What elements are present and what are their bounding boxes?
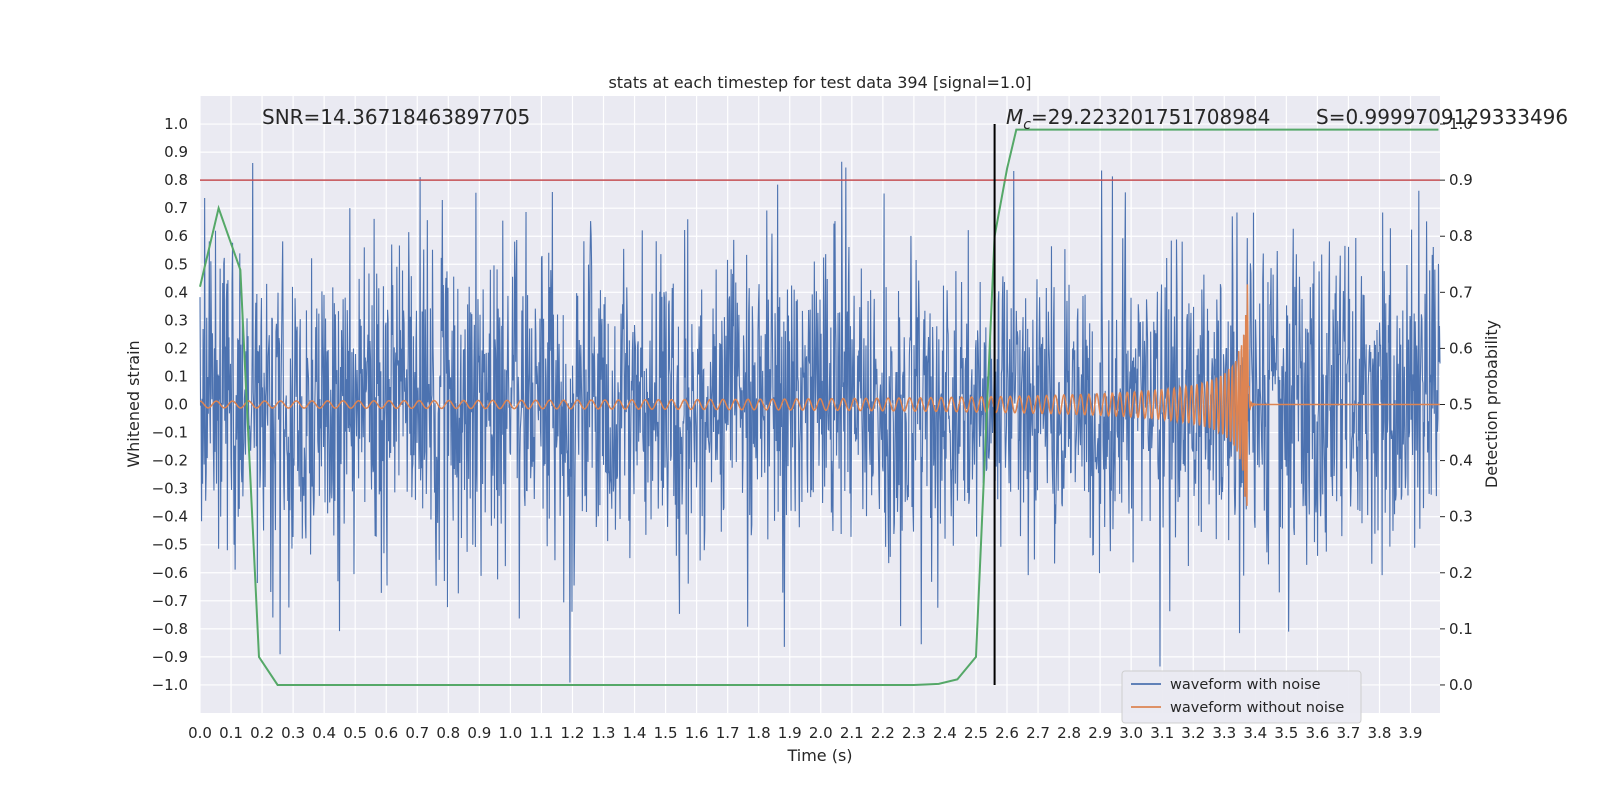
x-tick-label: 0.3: [281, 724, 305, 742]
y-tick-label: 0.3: [164, 311, 188, 329]
legend-label-clean: waveform without noise: [1170, 700, 1344, 716]
x-tick-label: 2.6: [995, 724, 1019, 742]
y2-tick-label: 0.9: [1449, 171, 1473, 189]
chirp-mass-value: =29.223201751708984: [1031, 105, 1270, 129]
y-axis-ticks: 1.0 0.9 0.8 0.7 0.6 0.5 0.4 0.3 0.2 0.1 0.0 −0.1 −0.…: [152, 115, 188, 694]
y-tick-label: −0.2: [152, 452, 188, 470]
x-tick-label: 2.8: [1057, 724, 1081, 742]
x-tick-label: 2.5: [964, 724, 988, 742]
chirp-mass-annotation: Mc=29.223201751708984: [1006, 105, 1270, 133]
x-tick-label: 2.2: [871, 724, 895, 742]
x-tick-label: 1.7: [716, 724, 740, 742]
x-tick-label: 2.4: [933, 724, 957, 742]
x-axis-label: Time (s): [786, 746, 852, 765]
y2-tick-label: 0.0: [1449, 676, 1473, 694]
x-tick-label: 1.2: [561, 724, 585, 742]
legend-box: [1121, 670, 1362, 724]
x-tick-label: 3.9: [1399, 724, 1423, 742]
y2-axis-label: Detection probability: [1482, 320, 1501, 488]
x-tick-label: 3.1: [1150, 724, 1174, 742]
y2-tick-label: 0.2: [1449, 564, 1473, 582]
x-tick-label: 3.4: [1243, 724, 1267, 742]
x-tick-label: 3.6: [1305, 724, 1329, 742]
y-tick-label: 0.4: [164, 283, 188, 301]
x-tick-label: 0.6: [374, 724, 398, 742]
x-tick-label: 0.8: [436, 724, 460, 742]
y2-tick-label: 0.6: [1449, 339, 1473, 357]
y-tick-label: −0.6: [152, 564, 188, 582]
snr-annotation: SNR=14.36718463897705: [262, 105, 530, 129]
series-waveform-without-noise: [199, 284, 1440, 506]
series-detection-probability: [199, 128, 1439, 686]
x-tick-label: 3.5: [1274, 724, 1298, 742]
y-tick-label: 0.6: [164, 227, 188, 245]
x-tick-label: 0.2: [250, 724, 274, 742]
score-annotation: S=0.9999709129333496: [1316, 105, 1568, 129]
x-tick-label: 3.7: [1337, 724, 1361, 742]
y-tick-label: 0.8: [164, 171, 188, 189]
x-tick-label: 0.1: [219, 724, 243, 742]
chirp-mass-subscript: c: [1023, 117, 1031, 133]
x-tick-label: 2.7: [1026, 724, 1050, 742]
x-tick-label: 2.9: [1088, 724, 1112, 742]
y2-tick-label: 0.3: [1449, 508, 1473, 526]
y-axis-label: Whitened strain: [124, 340, 143, 467]
x-tick-label: 1.8: [747, 724, 771, 742]
x-tick-label: 2.1: [840, 724, 864, 742]
x-tick-label: 2.3: [902, 724, 926, 742]
x-tick-label: 1.6: [685, 724, 709, 742]
y-tick-label: −0.4: [152, 508, 188, 526]
x-tick-label: 0.4: [312, 724, 336, 742]
x-tick-label: 1.0: [498, 724, 522, 742]
x-tick-label: 3.3: [1212, 724, 1236, 742]
x-tick-label: 0.7: [405, 724, 429, 742]
y2-tick-label: 0.7: [1449, 283, 1473, 301]
x-tick-label: 1.9: [778, 724, 802, 742]
y-tick-label: −0.5: [152, 536, 188, 554]
y-tick-label: 0.9: [164, 143, 188, 161]
y2-tick-label: 0.8: [1449, 227, 1473, 245]
x-tick-label: 1.3: [592, 724, 616, 742]
y-tick-label: −0.1: [152, 424, 188, 442]
x-tick-label: 0.0: [188, 724, 212, 742]
y-tick-label: −0.8: [152, 620, 188, 638]
series-layer: [199, 124, 1441, 686]
x-tick-label: 3.2: [1181, 724, 1205, 742]
x-tick-label: 0.9: [467, 724, 491, 742]
x-axis-ticks: 0.0 0.1 0.2 0.3 0.4 0.5 0.6 0.7 0.8 0.9 1.0 1.1 1.2 1…: [188, 724, 1422, 742]
x-tick-label: 1.5: [654, 724, 678, 742]
legend-label-noise: waveform with noise: [1170, 677, 1321, 693]
x-tick-label: 3.8: [1368, 724, 1392, 742]
y-tick-label: −0.3: [152, 480, 188, 498]
y-tick-label: 0.2: [164, 339, 188, 357]
y2-tick-label: 0.4: [1449, 452, 1473, 470]
y-tick-label: 0.5: [164, 255, 188, 273]
y2-axis-ticks: 1.0 0.9 0.8 0.7 0.6 0.5 0.4 0.3 0.2 0.1 0.0: [1440, 115, 1473, 694]
chart-title: stats at each timestep for test data 394…: [608, 73, 1031, 92]
y2-tick-label: 0.1: [1449, 620, 1473, 638]
y2-tick-label: 1.0: [1449, 115, 1473, 133]
y2-tick-label: 0.5: [1449, 396, 1473, 414]
y-tick-label: 0.0: [164, 396, 188, 414]
y-tick-label: 1.0: [164, 115, 188, 133]
x-tick-label: 0.5: [343, 724, 367, 742]
x-tick-label: 1.4: [623, 724, 647, 742]
y-tick-label: −0.9: [152, 648, 188, 666]
y-tick-label: 0.1: [164, 367, 188, 385]
y-tick-label: −0.7: [152, 592, 188, 610]
x-tick-label: 2.0: [809, 724, 833, 742]
y-tick-label: −1.0: [152, 676, 188, 694]
chirp-mass-symbol: M: [1006, 105, 1023, 129]
x-tick-label: 3.0: [1119, 724, 1143, 742]
x-tick-label: 1.1: [529, 724, 553, 742]
y-tick-label: 0.7: [164, 199, 188, 217]
legend: waveform with noise waveform without noi…: [1121, 670, 1362, 724]
